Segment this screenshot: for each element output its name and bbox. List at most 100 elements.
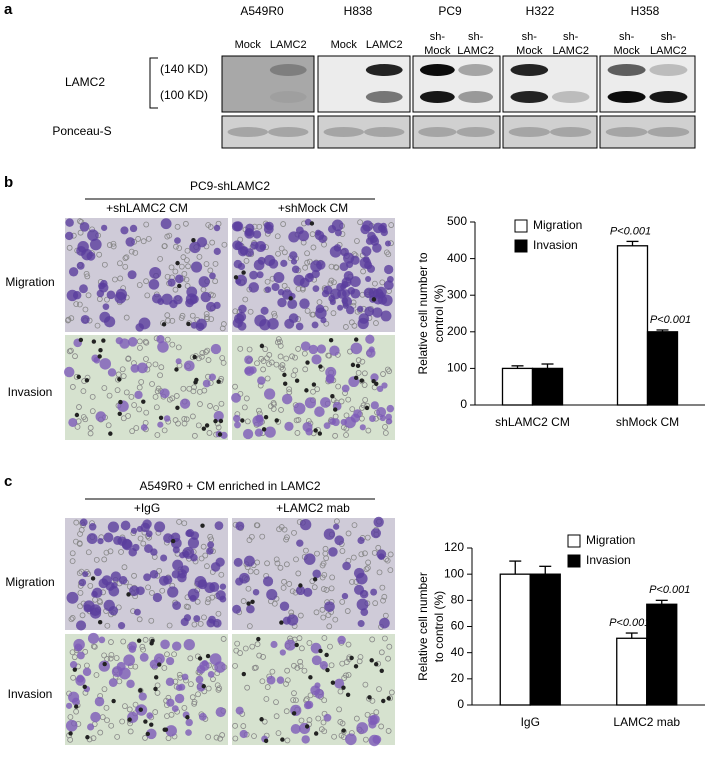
pore (83, 270, 90, 277)
pore (279, 366, 286, 372)
cell (238, 304, 247, 314)
pore (283, 680, 289, 687)
band (649, 91, 688, 103)
pore (65, 316, 72, 323)
pore (328, 585, 335, 592)
cell (76, 261, 85, 270)
dark-cell (298, 583, 303, 588)
cell (334, 678, 345, 689)
pore (203, 314, 210, 321)
cell (235, 706, 244, 715)
pore (198, 353, 205, 360)
pore (369, 636, 376, 643)
pore (101, 385, 108, 391)
pore (195, 422, 202, 429)
pore (387, 567, 394, 574)
cell (345, 260, 354, 269)
dark-cell (68, 731, 73, 736)
cell (315, 307, 327, 319)
pore (206, 430, 213, 436)
pore (243, 258, 250, 264)
pore (159, 587, 166, 594)
pore (101, 261, 108, 268)
ponceau-band (268, 127, 309, 137)
pore (320, 614, 327, 621)
ponceau-band (418, 127, 457, 137)
band (269, 64, 307, 76)
pore (232, 383, 238, 390)
cell (293, 402, 306, 415)
pore (96, 598, 103, 604)
cell (91, 354, 100, 363)
pore (301, 350, 308, 357)
cell (234, 421, 241, 429)
cell (384, 264, 394, 275)
cell (333, 523, 340, 530)
cell (213, 410, 224, 422)
dark-cell (204, 423, 210, 428)
pore (103, 704, 110, 711)
cell (267, 318, 279, 330)
pore (259, 533, 266, 540)
dark-cell (163, 727, 169, 732)
pore (175, 344, 182, 351)
cell (376, 407, 387, 418)
dark-cell (381, 698, 386, 704)
pore (327, 280, 334, 287)
dark-cell (341, 685, 346, 690)
pore (104, 296, 110, 303)
dark-cell (174, 367, 179, 372)
pore (148, 617, 155, 624)
bar (499, 573, 531, 706)
pore (68, 315, 75, 322)
pore (237, 650, 243, 656)
pore (373, 320, 379, 326)
pore (155, 385, 162, 392)
bar (529, 573, 561, 706)
pore (181, 520, 188, 527)
dark-cell (90, 576, 96, 581)
pore (264, 684, 271, 690)
cell (80, 314, 90, 324)
pore (136, 384, 143, 391)
cell (207, 671, 215, 678)
pore (68, 616, 75, 623)
cell (98, 636, 106, 644)
cell (172, 601, 182, 610)
pore (385, 728, 392, 734)
pore (343, 659, 350, 665)
pore (165, 317, 171, 324)
cell (301, 735, 310, 744)
lane-label: Mock (331, 39, 358, 51)
pore (149, 589, 155, 596)
cell (208, 373, 216, 381)
cell (319, 660, 328, 670)
lane-label: sh- (563, 31, 579, 43)
pore (183, 416, 190, 423)
cell (150, 548, 158, 556)
y-tick-label: 0 (457, 697, 464, 711)
pore (335, 383, 342, 390)
dark-cell (256, 636, 261, 642)
pore (153, 404, 160, 411)
cell (75, 620, 87, 631)
cell (244, 227, 254, 237)
dark-cell (138, 688, 143, 693)
pore (350, 554, 357, 561)
cell (341, 592, 349, 600)
pore (107, 548, 114, 555)
dark-cell (141, 399, 146, 404)
pore (298, 645, 305, 652)
pore (76, 570, 83, 577)
cell (86, 251, 96, 261)
y-tick-label: 200 (447, 324, 467, 338)
pore (126, 706, 133, 713)
cell-line-label: PC9 (438, 4, 462, 18)
pore (301, 667, 308, 674)
pore (87, 582, 94, 589)
pore (131, 402, 138, 408)
cell (232, 414, 241, 423)
cell (311, 321, 319, 329)
cell (102, 303, 110, 310)
pore (173, 243, 179, 250)
